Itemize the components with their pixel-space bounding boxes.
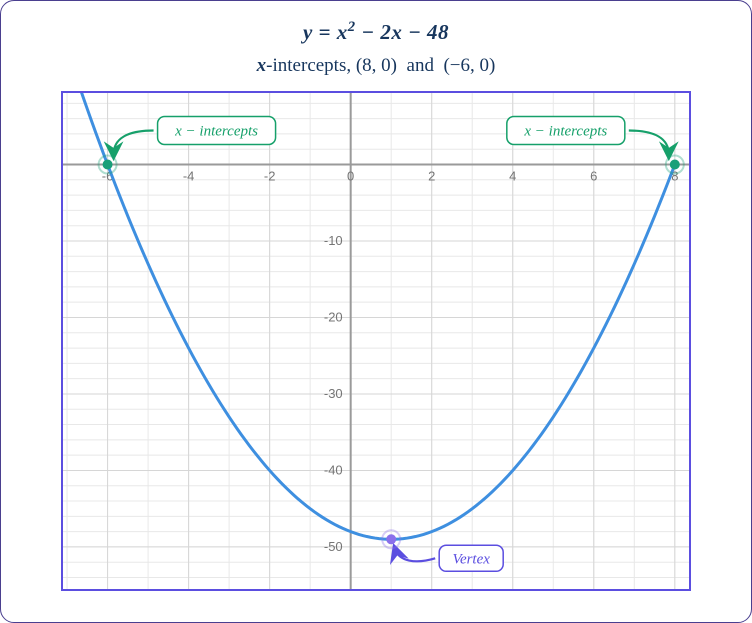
y-tick-label: -30 <box>324 386 343 401</box>
intercept-point <box>103 160 113 170</box>
parabola-chart: -6-4-202468-50-40-30-20-10 x − intercept… <box>63 93 689 589</box>
formula-title: y = x2 − 2x − 48 <box>41 19 711 45</box>
x-tick-label: 2 <box>428 169 435 184</box>
vertex-point <box>386 534 396 544</box>
vertex-callout-arrow <box>395 549 435 561</box>
y-tick-label: -50 <box>324 539 343 554</box>
y-tick-label: -20 <box>324 309 343 324</box>
x-tick-label: 4 <box>509 169 516 184</box>
left-intercept-callout-label: x − intercepts <box>174 124 258 140</box>
x-tick-label: 0 <box>347 169 354 184</box>
chart-container: -6-4-202468-50-40-30-20-10 x − intercept… <box>61 91 691 591</box>
vertex-callout-label: Vertex <box>452 551 490 567</box>
x-tick-label: -2 <box>264 169 276 184</box>
chart-card: y = x2 − 2x − 48 x-intercepts, (8, 0) an… <box>0 0 752 623</box>
right-intercept-callout-label: x − intercepts <box>523 124 607 140</box>
subtitle: x-intercepts, (8, 0) and (−6, 0) <box>41 55 711 77</box>
x-tick-label: 6 <box>590 169 597 184</box>
y-tick-label: -10 <box>324 233 343 248</box>
x-tick-label: -4 <box>183 169 195 184</box>
y-tick-label: -40 <box>324 462 343 477</box>
parabola-curve <box>63 93 675 539</box>
intercept-point <box>670 160 680 170</box>
